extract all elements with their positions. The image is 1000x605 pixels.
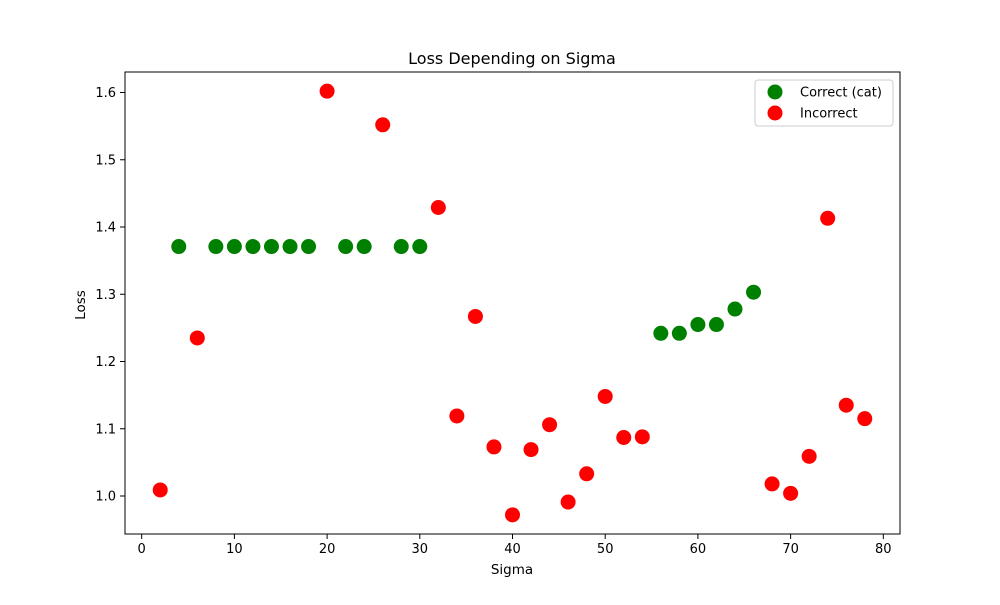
data-point (338, 239, 354, 255)
data-point (653, 325, 669, 341)
y-tick-label: 1.2 (95, 355, 116, 370)
data-point (375, 117, 391, 133)
y-axis-label: Loss (73, 290, 89, 320)
legend-marker (767, 105, 783, 121)
plot-area-frame (124, 71, 901, 535)
data-point (171, 239, 187, 255)
y-tick-label: 1.1 (95, 422, 116, 437)
x-tick-label: 60 (690, 542, 707, 557)
data-point (430, 200, 446, 216)
data-point (708, 317, 724, 333)
data-point (393, 239, 409, 255)
data-point (449, 408, 465, 424)
data-point (505, 507, 520, 523)
data-point (783, 485, 799, 501)
data-point (226, 239, 242, 255)
data-point (208, 239, 224, 255)
x-axis-label: Sigma (491, 562, 533, 578)
data-point (486, 439, 502, 455)
data-point (838, 397, 854, 413)
data-point (857, 411, 873, 427)
data-point (467, 308, 483, 324)
y-tick-label: 1.0 (95, 490, 116, 505)
data-point (319, 83, 335, 99)
x-tick-label: 0 (138, 542, 146, 557)
data-point (764, 476, 780, 492)
x-tick-label: 30 (412, 542, 429, 557)
data-point (671, 325, 687, 341)
legend-label: Correct (cat) (800, 86, 882, 101)
data-point (301, 239, 317, 255)
data-point (579, 466, 595, 482)
legend-box (754, 79, 894, 127)
legend-marker (767, 84, 783, 100)
data-point (727, 301, 743, 317)
data-point (245, 239, 261, 255)
data-point (152, 482, 168, 498)
data-point (597, 388, 613, 404)
data-point (263, 239, 279, 255)
data-point (356, 239, 372, 255)
data-point (523, 442, 539, 458)
x-tick-label: 50 (597, 542, 614, 557)
x-tick-label: 70 (782, 542, 799, 557)
plot-layer: 0 10 20 30 40 50 60 70 80 1.0 1.1 1.2 1.3 1.4 1.5 1.6 Co… (95, 71, 901, 557)
data-point (801, 448, 817, 464)
data-point (282, 239, 298, 255)
y-tick-label: 1.3 (95, 288, 116, 303)
x-tick-label: 20 (319, 542, 336, 557)
x-tick-label: 10 (226, 542, 243, 557)
data-point (690, 317, 706, 333)
data-point (746, 284, 762, 300)
x-tick-label: 40 (504, 542, 521, 557)
data-point (616, 429, 632, 445)
chart-title: Loss Depending on Sigma (408, 49, 616, 68)
data-point (560, 494, 576, 510)
data-point (542, 417, 558, 433)
y-tick-label: 1.4 (95, 221, 116, 236)
data-point (412, 239, 428, 255)
legend-label: Incorrect (800, 107, 858, 122)
data-point (189, 330, 205, 346)
x-tick-label: 80 (875, 542, 892, 557)
data-point (820, 210, 836, 226)
data-point (634, 429, 650, 445)
y-tick-label: 1.6 (95, 86, 116, 101)
y-tick-label: 1.5 (95, 153, 116, 168)
